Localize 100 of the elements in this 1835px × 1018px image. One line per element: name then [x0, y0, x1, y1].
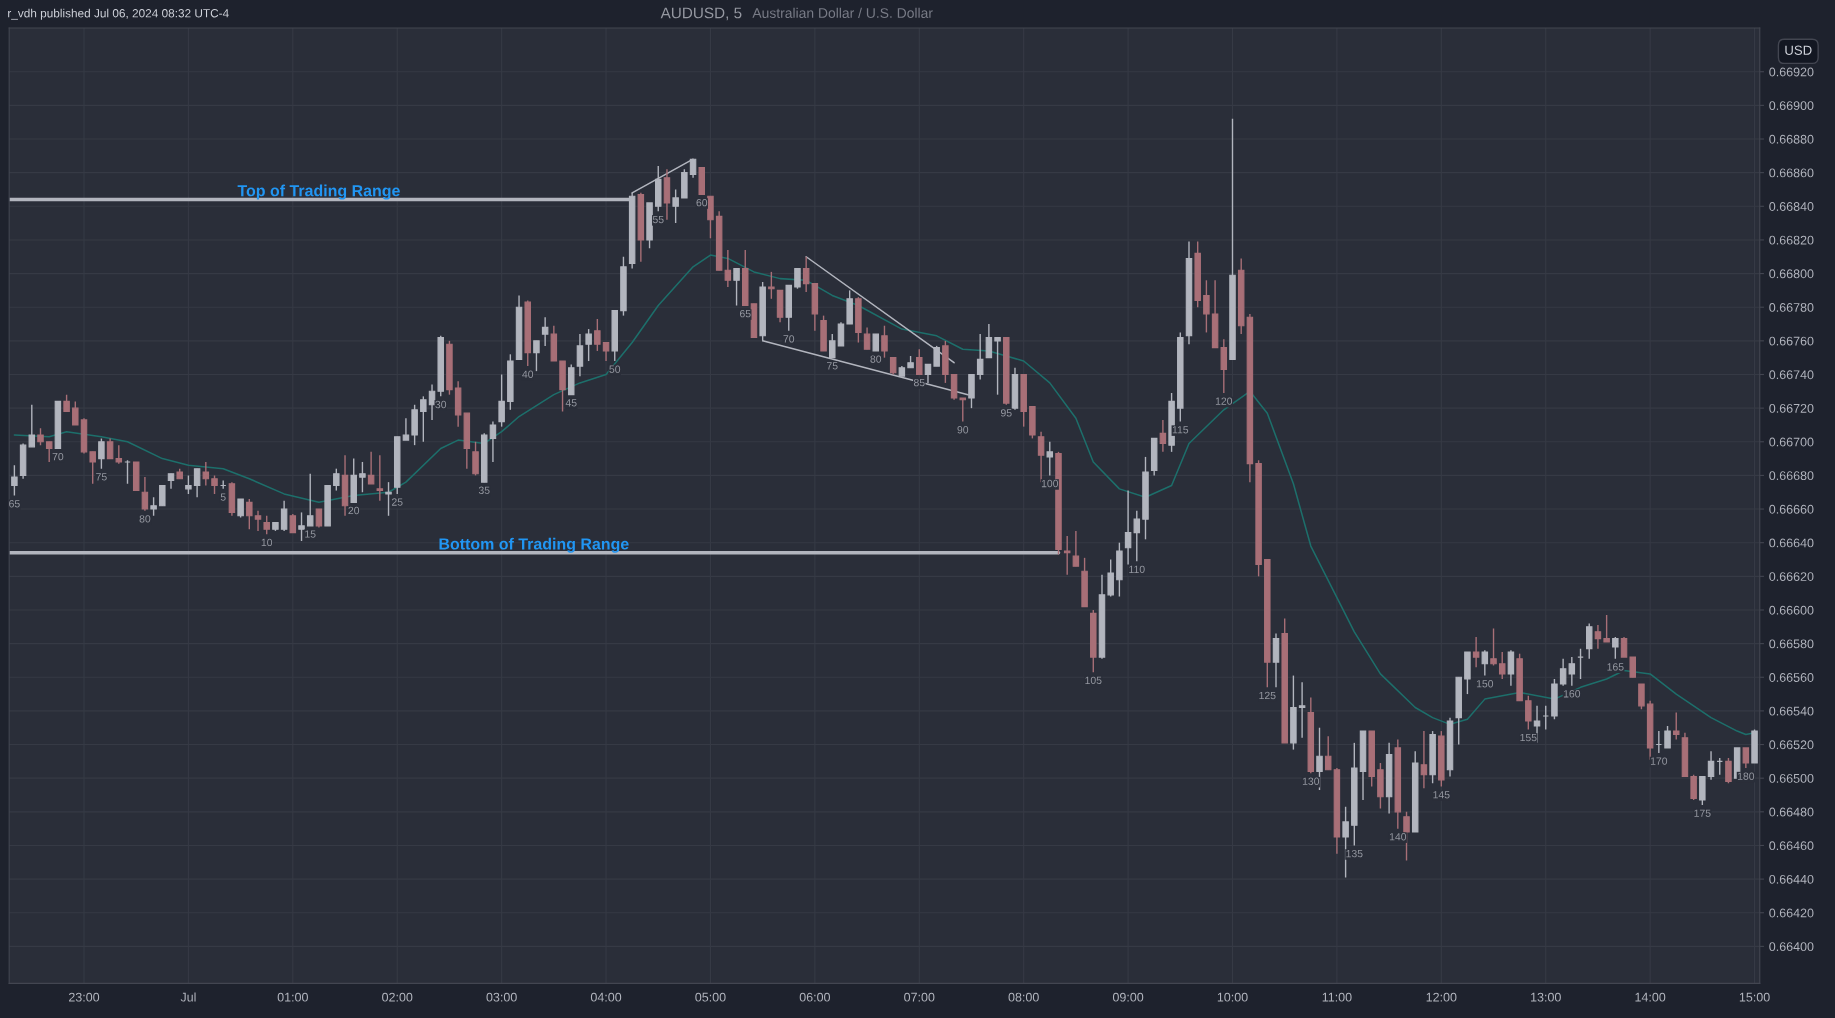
y-tick-label: 0.66700 — [1769, 437, 1814, 447]
annotation: 80 — [870, 355, 882, 363]
candlestick — [1672, 711, 1680, 741]
x-tick-label: 13:00 — [1531, 992, 1561, 1002]
candlestick — [254, 510, 262, 532]
candlestick — [724, 249, 732, 288]
candlestick — [959, 397, 967, 423]
candlestick — [1690, 774, 1697, 801]
candlestick — [115, 444, 123, 465]
candlestick — [1507, 649, 1515, 687]
y-tick-label: 0.66580 — [1769, 639, 1814, 649]
candlestick — [1498, 651, 1506, 680]
x-tick-label: 09:00 — [1112, 992, 1144, 1002]
annotation: 45 — [565, 399, 577, 407]
y-tick-label: 0.66740 — [1769, 370, 1814, 380]
y-tick-label: 0.66480 — [1769, 807, 1814, 817]
candlestick — [707, 195, 714, 239]
y-tick-label: 0.66820 — [1769, 235, 1814, 245]
y-tick-label: 0.66760 — [1769, 336, 1814, 346]
y-tick-label: 0.66400 — [1769, 942, 1814, 952]
candlestick — [498, 373, 505, 428]
candlestick — [1742, 747, 1750, 769]
y-axis-title: USD — [1785, 45, 1812, 55]
candlestick — [1620, 636, 1628, 658]
x-tick-label: 04:00 — [590, 992, 622, 1002]
annotation: 65 — [9, 500, 20, 508]
candlestick — [28, 404, 36, 448]
candlestick — [333, 467, 340, 492]
annotation: 120 — [1215, 397, 1233, 405]
candlestick — [1203, 279, 1210, 334]
candlestick — [1664, 725, 1671, 749]
candlestick — [376, 454, 384, 502]
candlestick — [1638, 683, 1645, 710]
annotation: 90 — [957, 426, 969, 434]
candlestick — [489, 420, 497, 463]
chart-subtitle: Australian Dollar / U.S. Dollar — [752, 7, 933, 18]
candlestick — [1725, 757, 1732, 784]
candlestick — [1525, 695, 1532, 731]
candlestick — [472, 441, 479, 477]
y-tick-label: 0.66460 — [1769, 841, 1814, 851]
candlestick — [420, 395, 427, 443]
annotation: 35 — [478, 486, 490, 494]
y-tick-label: 0.66640 — [1769, 538, 1814, 548]
annotation: 115 — [1172, 426, 1189, 434]
y-tick-label: 0.66600 — [1769, 605, 1814, 615]
candlestick — [733, 267, 740, 307]
candlestick — [602, 341, 610, 362]
y-tick-label: 0.66860 — [1769, 168, 1814, 178]
candlestick — [863, 326, 871, 350]
series-label: Top of Trading Range — [237, 184, 400, 200]
candlestick — [359, 461, 366, 493]
annotation: 155 — [1520, 733, 1537, 742]
candlestick — [202, 461, 210, 487]
x-tick-label: 06:00 — [799, 992, 831, 1002]
candlestick — [1272, 632, 1280, 689]
candlestick — [576, 333, 584, 377]
candlestick — [1612, 636, 1619, 660]
candlestick — [585, 328, 592, 362]
y-tick-label: 0.66620 — [1769, 572, 1814, 581]
candlestick — [1585, 622, 1593, 660]
candlestick — [672, 188, 679, 224]
annotation: 70 — [52, 452, 64, 461]
candlestick — [1124, 489, 1132, 566]
annotation: 85 — [913, 378, 925, 387]
candlestick — [1594, 624, 1602, 650]
annotation: 170 — [1650, 757, 1668, 765]
annotation: 130 — [1302, 777, 1320, 785]
candlestick — [263, 515, 270, 535]
annotation: 165 — [1607, 663, 1624, 671]
candlestick — [237, 498, 244, 519]
candlestick — [1629, 656, 1636, 678]
candlestick — [1298, 681, 1306, 739]
annotation: 95 — [1000, 409, 1012, 417]
annotation: 135 — [1346, 849, 1363, 858]
candlestick — [768, 271, 775, 300]
x-tick-label: 05:00 — [695, 992, 726, 1002]
candlestick — [1420, 730, 1428, 789]
annotation: 10 — [261, 538, 273, 547]
y-tick-label: 0.66900 — [1769, 101, 1814, 111]
candlestick — [1133, 510, 1141, 562]
annotation: 175 — [1694, 809, 1711, 817]
y-tick-label: 0.66520 — [1769, 740, 1814, 750]
x-tick-label: 10:00 — [1217, 992, 1248, 1002]
y-tick-label: 0.66720 — [1769, 403, 1814, 413]
x-tick-label: 23:00 — [68, 992, 100, 1002]
candlestick — [211, 474, 218, 495]
candlestick — [402, 417, 410, 441]
annotation: 70 — [783, 335, 795, 343]
candlestick — [976, 333, 984, 381]
candlestick — [1063, 535, 1071, 576]
annotation: 105 — [1085, 676, 1102, 685]
y-tick-label: 0.66780 — [1769, 303, 1814, 312]
candlestick — [1490, 627, 1497, 667]
candlestick — [1603, 614, 1610, 643]
x-tick-label: Jul — [180, 992, 196, 1002]
candlestick — [533, 340, 540, 372]
candlestick — [1324, 735, 1332, 771]
candlestick — [1046, 441, 1054, 477]
candlestick — [159, 484, 166, 507]
candlestick — [72, 400, 79, 426]
